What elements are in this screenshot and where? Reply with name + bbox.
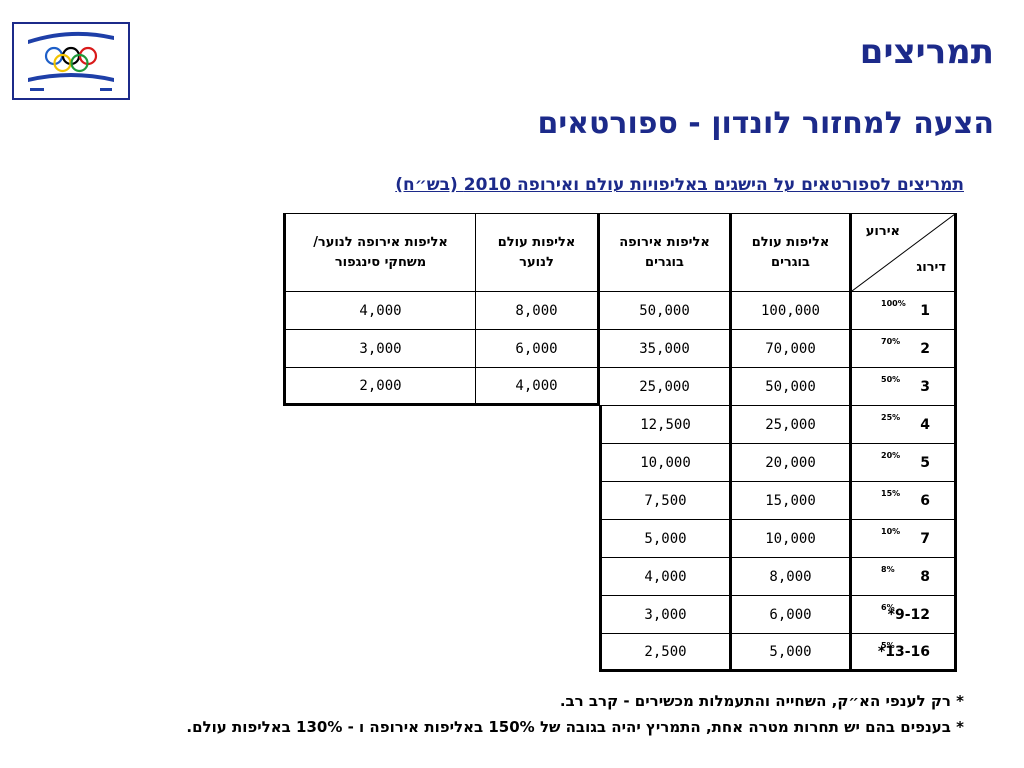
rank-cell: 25% 4 [849,405,957,444]
footnote: * בענפים בהם יש תחרות מטרה אחת, התמריץ י… [186,718,964,736]
header-world-youth: אליפות עולם לנוער [475,213,600,292]
rank-cell: 70% 2 [849,329,957,368]
table-cell: 25,000 [599,367,732,406]
table-cell: 50,000 [731,367,850,406]
table-cell: 6,000 [731,595,850,634]
table-cell: 7,500 [599,481,732,520]
table-cell: 5,000 [599,519,732,558]
table-cell: 2,500 [599,633,732,672]
diagonal-divider [852,214,955,291]
header-corner-cell: אירוע דירוג [849,213,957,292]
rank-cell: 50% 3 [849,367,957,406]
header-event-label: אירוע [865,224,900,239]
olympic-rings-icon [28,31,114,91]
rank-cell: 5% *13-16 [849,633,957,672]
rank-cell: 8% 8 [849,557,957,596]
table-cell: 12,500 [599,405,732,444]
table-cell: 10,000 [731,519,850,558]
table-cell: 4,000 [599,557,732,596]
rank-cell: 15% 6 [849,481,957,520]
footnotes: * רק לענפי הא״ק, השחייה והתעמלות מכשירים… [186,688,964,740]
footnote: * רק לענפי הא״ק, השחייה והתעמלות מכשירים… [559,692,964,710]
header-world-adults: אליפות עולם בוגרים [731,213,850,292]
header-europe-youth: אליפות אירופה לנוער/ משחקי סינגפור [283,213,476,292]
table-cell: 25,000 [731,405,850,444]
table-cell: 3,000 [599,595,732,634]
table-cell: 6,000 [475,329,600,368]
table-cell: 8,000 [475,291,600,330]
rank-cell: 6% *9-12 [849,595,957,634]
table-cell: 10,000 [599,443,732,482]
table-cell: 35,000 [599,329,732,368]
table-cell: 2,000 [283,367,476,406]
header-rank-label: דירוג [916,260,946,275]
table-cell: 70,000 [731,329,850,368]
rank-cell: 100% 1 [849,291,957,330]
rank-cell: 10% 7 [849,519,957,558]
table-cell: 4,000 [283,291,476,330]
incentives-table: אירוע דירוג אליפות עולם בוגרים אליפות אי… [283,213,957,672]
table-cell: 4,000 [475,367,600,406]
table-cell: 20,000 [731,443,850,482]
rank-cell: 20% 5 [849,443,957,482]
table-cell: 50,000 [599,291,732,330]
table-cell: 5,000 [731,633,850,672]
table-caption: תמריצים לספורטאים על הישגים באליפויות עו… [395,175,964,195]
table-cell: 15,000 [731,481,850,520]
slide-title: תמריצים [859,32,994,72]
header-europe-adults: אליפות אירופה בוגרים [599,213,732,292]
slide-subtitle: הצעה למחזור לונדון - ספורטאים [537,106,994,141]
table-cell: 8,000 [731,557,850,596]
olympic-committee-logo [12,22,130,100]
table-cell: 3,000 [283,329,476,368]
table-cell: 100,000 [731,291,850,330]
